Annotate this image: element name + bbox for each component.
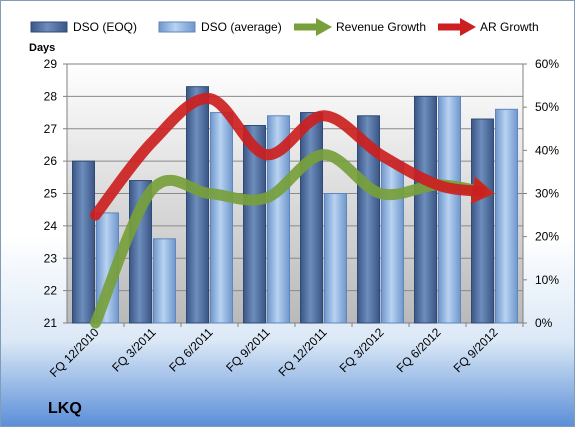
arrowhead-ar-growth [470,176,495,205]
left-axis: 21 22 23 24 25 26 27 28 29 [44,57,67,330]
bar-dso-eoq [357,115,380,324]
company-label: LKQ [48,400,82,417]
right-tick-label: 60% [535,57,559,71]
right-tick-label: 10% [535,273,559,287]
bar-dso-average [267,115,290,324]
x-tick-label: FQ 3/2012 [337,325,387,375]
x-tick-label: FQ 12/2011 [276,325,330,379]
right-tick-label: 0% [535,316,553,330]
right-tick-label: 20% [535,230,559,244]
bar-dso-average [153,238,176,324]
left-tick-label: 27 [44,122,58,136]
legend-label: AR Growth [480,20,539,34]
right-tick-label: 50% [535,100,559,114]
legend-swatch [158,21,196,33]
legend-label: DSO (average) [201,20,282,34]
legend-label: Revenue Growth [336,20,426,34]
left-tick-label: 24 [44,219,58,233]
right-tick-label: 30% [535,187,559,201]
x-tick-label: FQ 9/2012 [451,325,501,375]
legend: DSO (EOQ) DSO (average) Revenue Growth AR G… [30,18,539,36]
bar-dso-average [381,160,404,324]
x-tick-label: FQ 3/2011 [109,325,159,375]
legend-arrowhead [460,18,476,36]
bar-dso-eoq [72,160,95,324]
x-tick-label: FQ 9/2011 [223,325,273,375]
right-axis: 0% 10% 20% 30% 40% 50% 60% [523,57,559,330]
line-ar-growth [90,93,487,221]
bar-dso-eoq [414,95,437,324]
bar-group [72,86,518,324]
left-tick-label: 26 [44,154,58,168]
bar-dso-eoq [300,112,323,324]
left-tick-label: 22 [44,284,58,298]
bar-dso-average [438,95,461,324]
legend-arrowhead [316,18,332,36]
legend-swatch [30,21,68,33]
line-revenue-growth [90,149,487,329]
bar-dso-average [495,108,518,324]
left-tick-label: 28 [44,89,58,103]
left-axis-title: Days [29,42,55,54]
x-tick-label: FQ 6/2011 [166,325,216,375]
left-tick-label: 23 [44,251,58,265]
bar-dso-average [324,193,347,324]
x-axis: FQ 12/2010 FQ 3/2011 FQ 6/2011 FQ 9/2011 FQ … [47,323,524,380]
line-group [90,93,495,329]
left-tick-label: 21 [44,316,58,330]
bar-dso-eoq [186,86,209,324]
bar-dso-eoq [243,125,266,324]
left-tick-label: 29 [44,57,58,71]
right-tick-label: 40% [535,143,559,157]
legend-label: DSO (EOQ) [73,20,137,34]
left-tick-label: 25 [44,187,58,201]
bar-dso-eoq [471,118,494,324]
x-tick-label: FQ 12/2010 [47,325,102,380]
x-tick-label: FQ 6/2012 [394,325,444,375]
bar-dso-average [210,112,233,324]
